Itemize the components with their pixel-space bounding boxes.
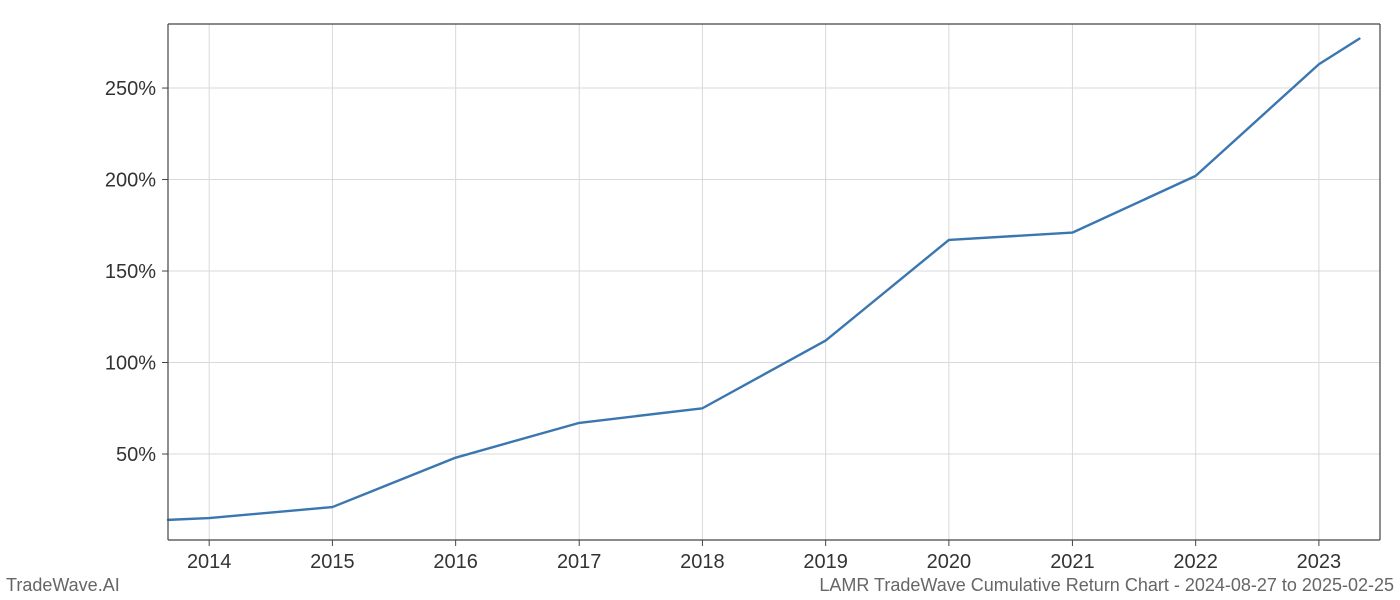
x-tick-label: 2015 <box>310 551 355 573</box>
x-tick-label: 2017 <box>557 551 602 573</box>
footer-left-text: TradeWave.AI <box>6 575 120 596</box>
x-tick-label: 2019 <box>803 551 848 573</box>
y-tick-label: 200% <box>105 170 156 192</box>
x-tick-label: 2018 <box>680 551 725 573</box>
x-tick-label: 2021 <box>1050 551 1095 573</box>
footer-right-text: LAMR TradeWave Cumulative Return Chart -… <box>819 575 1394 596</box>
chart-container: 2014 2015 2016 2017 2018 2019 2020 2021 2022 2023… <box>0 0 1400 600</box>
x-tick-label: 2014 <box>187 551 232 573</box>
y-tick-label: 250% <box>105 78 156 100</box>
y-tick-label: 150% <box>105 261 156 283</box>
x-tick-label: 2023 <box>1297 551 1342 573</box>
y-tick-label: 100% <box>105 353 156 375</box>
return-line-chart: 2014 2015 2016 2017 2018 2019 2020 2021 2022 2023… <box>0 0 1400 600</box>
y-tick-label: 50% <box>116 444 156 466</box>
x-tick-label: 2020 <box>927 551 972 573</box>
x-tick-label: 2016 <box>433 551 478 573</box>
x-tick-label: 2022 <box>1173 551 1218 573</box>
